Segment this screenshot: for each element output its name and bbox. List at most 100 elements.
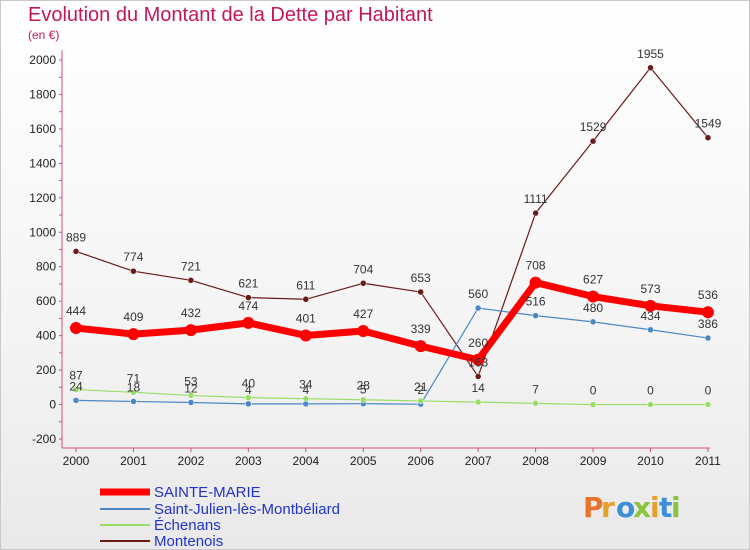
data-label: 434 (640, 309, 660, 323)
legend-label: Échenans (154, 517, 221, 534)
x-tick-label: 2007 (465, 454, 492, 468)
data-label: 721 (181, 259, 201, 273)
x-tick-label: 2001 (120, 454, 147, 468)
chart-title: Evolution du Montant de la Dette par Hab… (28, 4, 433, 26)
y-tick-label: 1400 (29, 156, 56, 170)
legend-label: SAINTE-MARIE (154, 484, 261, 501)
x-tick-label: 2008 (522, 454, 549, 468)
data-label: 28 (357, 379, 371, 393)
data-label: 339 (411, 322, 431, 336)
data-label: 1111 (524, 192, 548, 206)
data-point (474, 304, 482, 312)
data-point (532, 400, 539, 407)
data-label: 34 (299, 378, 313, 392)
data-point (360, 280, 367, 287)
logo-letter: x (633, 491, 651, 524)
data-point (417, 288, 424, 296)
x-tick-label: 2011 (695, 454, 721, 468)
data-point (414, 340, 427, 353)
data-label: 889 (66, 230, 86, 244)
data-point (245, 400, 252, 408)
data-point (417, 397, 424, 405)
data-point (532, 209, 539, 217)
data-label: 560 (468, 287, 488, 301)
data-label: 163 (468, 355, 488, 369)
y-tick-label: 1600 (29, 122, 56, 136)
x-tick-label: 2009 (580, 454, 607, 468)
data-label: 401 (296, 311, 316, 325)
x-tick-label: 2005 (350, 454, 377, 468)
data-label: 474 (238, 299, 258, 313)
data-label: 12 (184, 381, 198, 395)
logo-letter: o (616, 491, 635, 524)
data-label: 573 (640, 282, 660, 296)
data-point (589, 137, 597, 145)
axes: -200020040060080010001200140016001800200… (29, 50, 721, 468)
data-label: 432 (181, 306, 201, 320)
chart-unit: (en €) (28, 28, 60, 42)
legend-label: Montenois (154, 533, 223, 550)
data-label: 53 (184, 374, 198, 388)
data-point (357, 324, 370, 337)
data-point (704, 401, 712, 408)
legend-label: Saint-Julien-lès-Montbéliard (154, 501, 340, 518)
data-label: 708 (526, 259, 546, 273)
x-tick-label: 2010 (637, 454, 664, 468)
data-point (242, 316, 255, 329)
data-label: 0 (590, 384, 597, 398)
data-point (474, 373, 482, 380)
data-label: 71 (127, 371, 141, 385)
data-label: 386 (698, 317, 718, 331)
data-label: 1549 (695, 117, 722, 131)
data-point (472, 353, 485, 366)
x-tick-label: 2002 (178, 454, 205, 468)
data-point (245, 394, 252, 401)
y-tick-label: 2000 (29, 53, 56, 67)
data-label: 0 (705, 384, 712, 398)
data-point (72, 248, 80, 255)
data-point (130, 389, 137, 396)
data-label: 427 (353, 307, 373, 321)
x-tick-label: 2006 (407, 454, 434, 468)
data-point (704, 334, 712, 342)
logo-letter: P (583, 491, 604, 524)
series-line (75, 307, 709, 405)
logo-letter: i (650, 491, 660, 524)
x-tick-label: 2000 (63, 454, 90, 468)
series-lines (70, 64, 714, 408)
y-tick-label: -200 (32, 432, 56, 446)
data-label: 1529 (580, 120, 607, 134)
legend: SAINTE-MARIESaint-Julien-lès-Montbéliard… (100, 484, 340, 550)
data-point (360, 396, 367, 403)
data-point (647, 401, 654, 408)
data-point (72, 386, 80, 393)
data-label: 621 (238, 277, 258, 291)
proxiti-logo: Pr oxi ti (583, 491, 681, 524)
y-tick-label: 1800 (29, 87, 56, 101)
data-point (302, 296, 310, 303)
y-tick-label: 800 (36, 260, 56, 274)
data-point (187, 399, 195, 406)
x-tick-label: 2004 (292, 454, 319, 468)
data-label: 87 (69, 369, 83, 383)
y-tick-label: 1200 (29, 191, 56, 205)
data-point (72, 397, 80, 404)
data-label: 18 (127, 380, 141, 394)
data-point (587, 290, 600, 303)
data-point (474, 398, 482, 406)
series-line (75, 67, 709, 378)
data-point (647, 64, 654, 72)
data-label: 40 (242, 377, 256, 391)
data-point (532, 312, 539, 319)
logo-letter: t (659, 491, 672, 524)
data-label: 444 (66, 304, 86, 318)
data-label: 5 (360, 383, 367, 397)
data-label: 0 (647, 384, 654, 398)
y-tick-label: 400 (36, 329, 56, 343)
series-line (75, 279, 709, 364)
data-point (187, 392, 195, 399)
y-tick-label: 600 (36, 294, 56, 308)
data-label: 21 (414, 380, 428, 394)
data-label: 480 (583, 301, 603, 315)
